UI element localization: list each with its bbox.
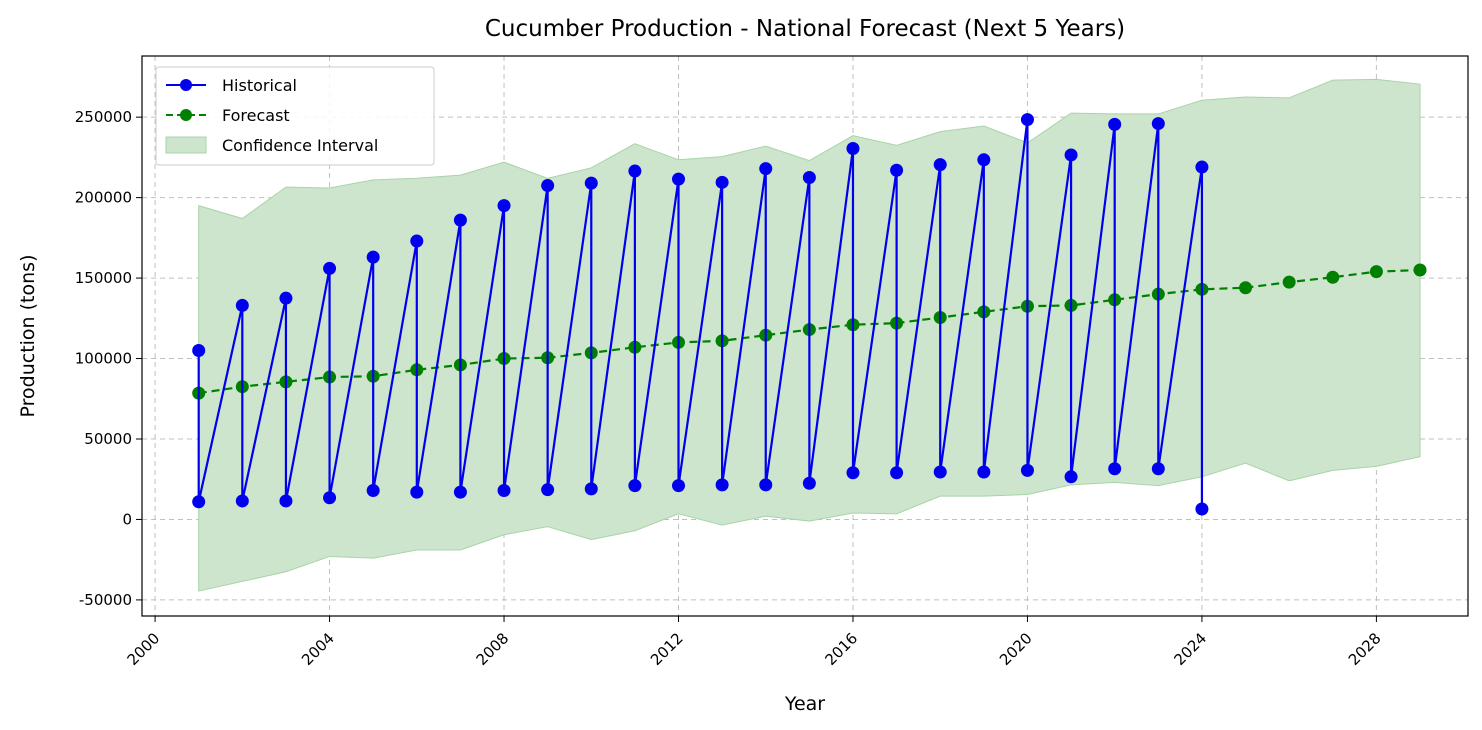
historical-point (759, 162, 773, 176)
legend-forecast-label: Forecast (222, 106, 290, 125)
y-tick-label: 0 (122, 510, 132, 528)
plot-frame (141, 55, 1469, 617)
historical-point (1064, 148, 1078, 162)
legend-box (155, 66, 435, 166)
historical-point (1151, 462, 1165, 476)
historical-point (366, 250, 380, 264)
historical-line (197, 119, 1204, 509)
historical-point (192, 495, 206, 509)
y-tick-label: 150000 (75, 269, 132, 287)
historical-point (1020, 113, 1034, 127)
forecast-point (1282, 275, 1296, 289)
historical-point (715, 175, 729, 189)
historical-point (672, 172, 686, 186)
historical-point (977, 153, 991, 167)
historical-point (323, 491, 337, 505)
legend-historical-marker (180, 79, 192, 91)
historical-point (453, 485, 467, 499)
legend-confidence-swatch (165, 136, 207, 154)
historical-point (1020, 463, 1034, 477)
legend-confidence-label: Confidence Interval (222, 136, 378, 155)
y-axis-title: Production (tons) (17, 255, 39, 418)
historical-point (323, 261, 337, 275)
x-axis-title: Year (784, 693, 825, 715)
historical-point (192, 343, 206, 357)
historical-point (1195, 160, 1209, 174)
historical-point (933, 465, 947, 479)
historical-point (759, 478, 773, 492)
historical-point (410, 485, 424, 499)
y-tick-label: 200000 (75, 189, 132, 207)
historical-point (977, 465, 991, 479)
forecast-point (1326, 270, 1340, 284)
y-tick-label: 100000 (75, 350, 132, 368)
historical-point (1151, 117, 1165, 131)
forecast-point (1413, 263, 1427, 277)
y-tick-label: -50000 (79, 591, 132, 609)
forecast-point (1239, 281, 1253, 295)
y-tick-label: 250000 (75, 108, 132, 126)
historical-point (715, 478, 729, 492)
historical-point (584, 176, 598, 190)
historical-point (933, 158, 947, 172)
legend-historical-label: Historical (222, 76, 297, 95)
historical-point (1064, 470, 1078, 484)
historical-point (235, 494, 249, 508)
historical-point (453, 213, 467, 227)
historical-point (366, 483, 380, 497)
historical-point (584, 482, 598, 496)
historical-point (541, 483, 555, 497)
historical-point (802, 476, 816, 490)
chart-title: Cucumber Production - National Forecast … (485, 16, 1125, 42)
forecast-point (1369, 265, 1383, 279)
historical-layer (192, 113, 1209, 516)
historical-point (1108, 117, 1122, 131)
historical-point (497, 199, 511, 213)
historical-point (628, 479, 642, 493)
historical-point (410, 234, 424, 248)
historical-point (890, 163, 904, 177)
legend-forecast-marker (180, 109, 192, 121)
historical-point (497, 483, 511, 497)
historical-point (802, 170, 816, 184)
historical-point (1108, 462, 1122, 476)
historical-point (846, 466, 860, 480)
historical-point (1195, 502, 1209, 516)
historical-point (846, 142, 860, 156)
historical-point (890, 466, 904, 480)
historical-point (279, 291, 293, 305)
historical-point (279, 494, 293, 508)
legend: Historical Forecast Confidence Interval (155, 66, 435, 166)
historical-point (672, 479, 686, 493)
historical-point (541, 179, 555, 193)
y-tick-label: 50000 (84, 430, 132, 448)
historical-point (235, 298, 249, 312)
historical-point (628, 164, 642, 178)
